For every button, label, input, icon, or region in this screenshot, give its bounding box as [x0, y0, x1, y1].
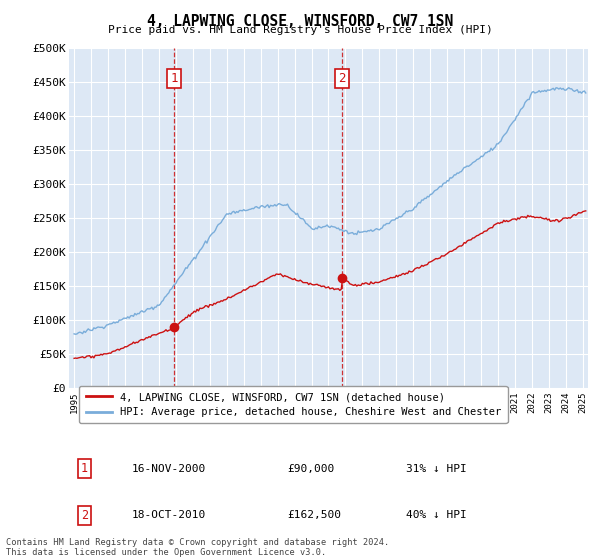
Text: 4, LAPWING CLOSE, WINSFORD, CW7 1SN: 4, LAPWING CLOSE, WINSFORD, CW7 1SN	[147, 14, 453, 29]
Text: Contains HM Land Registry data © Crown copyright and database right 2024.
This d: Contains HM Land Registry data © Crown c…	[6, 538, 389, 557]
Text: 1: 1	[81, 463, 88, 475]
Text: £162,500: £162,500	[287, 510, 341, 520]
Text: 16-NOV-2000: 16-NOV-2000	[131, 464, 206, 474]
Text: 31% ↓ HPI: 31% ↓ HPI	[406, 464, 467, 474]
Text: 2: 2	[81, 509, 88, 522]
Legend: 4, LAPWING CLOSE, WINSFORD, CW7 1SN (detached house), HPI: Average price, detach: 4, LAPWING CLOSE, WINSFORD, CW7 1SN (det…	[79, 386, 508, 423]
Text: 2: 2	[338, 72, 346, 85]
Text: 40% ↓ HPI: 40% ↓ HPI	[406, 510, 467, 520]
Text: Price paid vs. HM Land Registry's House Price Index (HPI): Price paid vs. HM Land Registry's House …	[107, 25, 493, 35]
Text: 1: 1	[170, 72, 178, 85]
Text: 18-OCT-2010: 18-OCT-2010	[131, 510, 206, 520]
Text: £90,000: £90,000	[287, 464, 334, 474]
